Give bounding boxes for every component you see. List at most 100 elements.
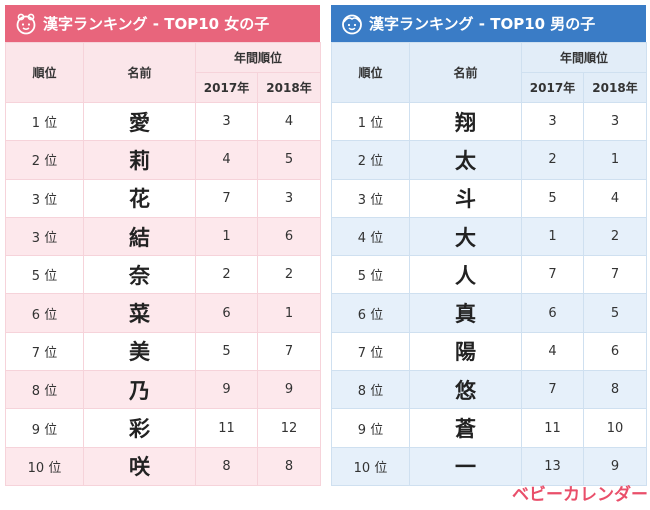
rank-2017-cell: 2 (195, 255, 258, 295)
rank-2018-cell: 12 (256, 408, 322, 448)
rank-2018-cell: 5 (256, 140, 322, 180)
rank-2018-cell: 4 (582, 178, 648, 218)
rank-2018-cell: 10 (582, 408, 648, 448)
rank-2017-cell: 7 (521, 370, 584, 410)
kanji-cell: 真 (409, 293, 522, 333)
kanji-cell: 菜 (83, 293, 196, 333)
col-header-name: 名前 (83, 42, 196, 103)
boys-panel-header: 漢字ランキング - TOP10 男の子 (331, 5, 646, 42)
rank-cell: 8 位 (5, 370, 84, 410)
rank-2018-cell: 4 (256, 101, 322, 142)
rank-2017-cell: 4 (195, 140, 258, 180)
kanji-cell: 斗 (409, 178, 522, 218)
rank-2018-cell: 2 (582, 216, 648, 257)
boys-panel-title: 漢字ランキング - TOP10 男の子 (369, 15, 596, 33)
rank-2017-cell: 5 (521, 178, 584, 218)
rank-2018-cell: 5 (582, 293, 648, 333)
kanji-cell: 人 (409, 255, 522, 295)
kanji-cell: 一 (409, 446, 522, 486)
rank-2017-cell: 3 (521, 101, 584, 142)
col-header-rank: 順位 (5, 42, 84, 103)
rank-cell: 7 位 (331, 331, 410, 372)
rank-2018-cell: 6 (256, 216, 322, 257)
rank-cell: 5 位 (331, 255, 410, 295)
kanji-cell: 奈 (83, 255, 196, 295)
rank-cell: 1 位 (331, 101, 410, 142)
col-header-rank: 順位 (331, 42, 410, 103)
col-header-yearly: 年間順位 (194, 42, 322, 73)
rank-2018-cell: 9 (582, 446, 648, 486)
rank-cell: 7 位 (5, 331, 84, 372)
kanji-cell: 愛 (83, 101, 196, 142)
kanji-cell: 莉 (83, 140, 196, 180)
rank-cell: 3 位 (5, 216, 84, 257)
rank-2017-cell: 6 (195, 293, 258, 333)
col-header-2018: 2018年 (582, 72, 648, 103)
rank-2018-cell: 9 (256, 370, 322, 410)
kanji-cell: 彩 (83, 408, 196, 448)
kanji-cell: 蒼 (409, 408, 522, 448)
table-row: 9 位蒼 11 10 (331, 408, 648, 448)
kanji-cell: 結 (83, 216, 196, 257)
rank-2017-cell: 6 (521, 293, 584, 333)
rank-cell: 1 位 (5, 101, 84, 142)
baby-calendar-logo: ベビーカレンダー (512, 485, 648, 505)
rank-2017-cell: 2 (521, 140, 584, 180)
col-header-2018: 2018年 (256, 72, 322, 103)
rank-cell: 6 位 (331, 293, 410, 333)
rank-cell: 10 位 (331, 446, 410, 486)
rank-cell: 2 位 (5, 140, 84, 180)
rank-2017-cell: 1 (521, 216, 584, 257)
rank-2018-cell: 6 (582, 331, 648, 372)
col-header-name: 名前 (409, 42, 522, 103)
col-header-2017: 2017年 (521, 72, 584, 103)
rank-2017-cell: 4 (521, 331, 584, 372)
kanji-cell: 陽 (409, 331, 522, 372)
kanji-cell: 翔 (409, 101, 522, 142)
rank-cell: 6 位 (5, 293, 84, 333)
table-row: 10 位一 13 9 (331, 446, 648, 486)
kanji-cell: 大 (409, 216, 522, 257)
rank-2018-cell: 2 (256, 255, 322, 295)
kanji-cell: 花 (83, 178, 196, 218)
rank-cell: 4 位 (331, 216, 410, 257)
rank-2017-cell: 3 (195, 101, 258, 142)
rank-2017-cell: 13 (521, 446, 584, 486)
rank-cell: 3 位 (331, 178, 410, 218)
kanji-cell: 乃 (83, 370, 196, 410)
col-header-yearly: 年間順位 (520, 42, 648, 73)
rank-2018-cell: 3 (582, 101, 648, 142)
girls-panel-header: 漢字ランキング - TOP10 女の子 (5, 5, 320, 42)
girl-face-icon (16, 13, 36, 34)
kanji-cell: 太 (409, 140, 522, 180)
rank-cell: 8 位 (331, 370, 410, 410)
rank-2017-cell: 7 (195, 178, 258, 218)
kanji-cell: 悠 (409, 370, 522, 410)
girls-panel-title: 漢字ランキング - TOP10 女の子 (43, 15, 270, 33)
rank-2018-cell: 8 (582, 370, 648, 410)
kanji-cell: 咲 (83, 446, 196, 486)
rank-2017-cell: 11 (195, 408, 258, 448)
rank-2017-cell: 9 (195, 370, 258, 410)
col-header-2017: 2017年 (195, 72, 258, 103)
rank-2017-cell: 1 (195, 216, 258, 257)
rank-cell: 9 位 (331, 408, 410, 448)
boys-ranking-panel: 漢字ランキング - TOP10 男の子 順位 名前 年間順位 2017年 201… (331, 5, 648, 486)
rank-2017-cell: 5 (195, 331, 258, 372)
